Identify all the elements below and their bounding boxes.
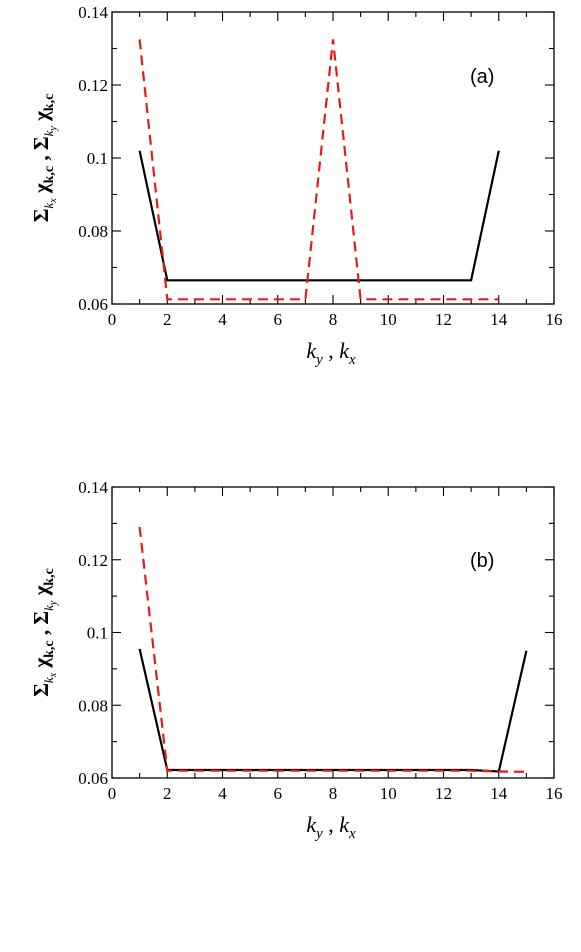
x-tick-label: 10 — [380, 784, 397, 803]
chart-panel-a: 0 2 4 6 8 10 12 14 16 0.06 0.08 0.1 0.12 0.14 (a) ky , … — [29, 3, 563, 368]
x-tick-label: 14 — [490, 310, 508, 329]
x-tick-label: 10 — [380, 310, 397, 329]
x-tick-label: 8 — [329, 310, 338, 329]
y-tick-label: 0.1 — [87, 624, 108, 643]
series-dashed-line — [138, 39, 499, 301]
x-tick-label: 0 — [108, 310, 117, 329]
x-axis-title: ky , kx — [306, 812, 356, 842]
x-tick-label: 2 — [163, 310, 172, 329]
x-tick-label: 16 — [546, 784, 563, 803]
x-tick-label: 12 — [435, 310, 452, 329]
x-tick-label: 14 — [490, 784, 508, 803]
x-tick-label: 0 — [108, 784, 117, 803]
panel-label: (b) — [470, 550, 494, 572]
series-dashed-line — [138, 526, 527, 773]
y-tick-label: 0.06 — [78, 295, 108, 314]
y-tick-label: 0.12 — [78, 551, 108, 570]
y-tick-label: 0.08 — [78, 696, 108, 715]
plot-frame — [111, 486, 555, 779]
y-tick-label: 0.14 — [78, 478, 108, 497]
y-tick-label: 0.1 — [87, 149, 108, 168]
x-tick-label: 2 — [163, 784, 172, 803]
series-solid-line — [138, 648, 528, 773]
y-axis-title: Σkx χk,c , Σky χk,c — [29, 568, 59, 697]
y-tick-label: 0.08 — [78, 222, 108, 241]
chart-panel-b: 0 2 4 6 8 10 12 14 16 0.06 0.08 0.1 0.12 0.14 (b) ky , … — [29, 478, 563, 842]
x-tick-label: 6 — [274, 310, 283, 329]
panel-label: (a) — [470, 66, 494, 88]
x-tick-label: 8 — [329, 784, 338, 803]
plot-frame — [111, 11, 555, 305]
x-axis-title: ky , kx — [306, 338, 356, 368]
x-tick-label: 4 — [218, 784, 227, 803]
y-tick-label: 0.14 — [78, 3, 108, 22]
y-tick-label: 0.06 — [78, 769, 108, 788]
x-tick-label: 16 — [546, 310, 563, 329]
y-axis-title: Σkx χk,c , Σky χk,c — [29, 94, 59, 223]
x-tick-label: 4 — [218, 310, 227, 329]
series-solid-line — [138, 150, 500, 282]
y-tick-label: 0.12 — [78, 76, 108, 95]
x-tick-label: 12 — [435, 784, 452, 803]
x-tick-label: 6 — [274, 784, 283, 803]
